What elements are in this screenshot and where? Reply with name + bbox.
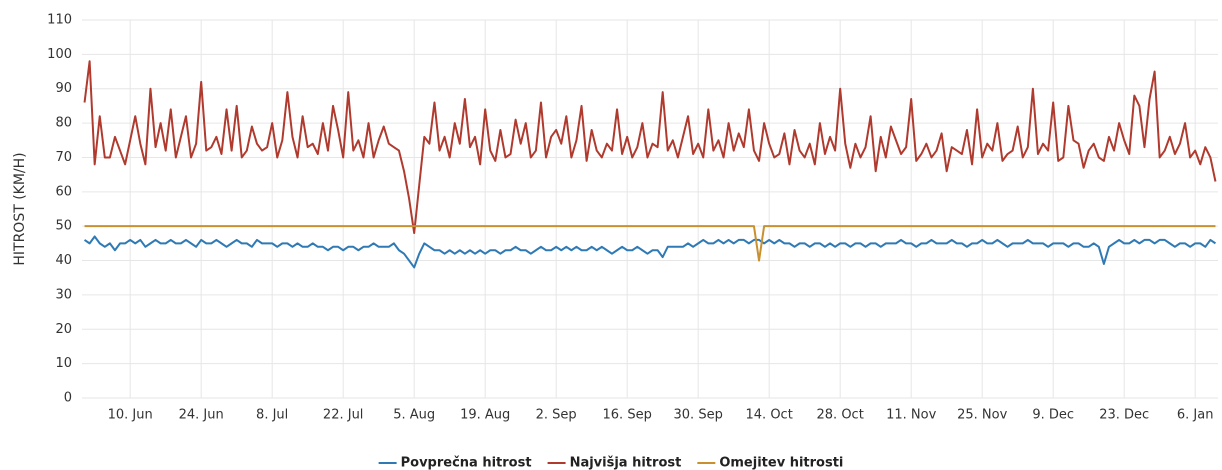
x-tick-label: 11. Nov [886,408,936,423]
x-tick-label: 2. Sep [536,408,577,423]
x-tick-label: 24. Jun [179,408,224,423]
y-tick-label: 110 [47,13,72,28]
y-tick-label: 30 [55,287,72,302]
x-tick-label: 6. Jan [1177,408,1214,423]
x-tick-label: 30. Sep [674,408,723,423]
x-tick-label: 19. Aug [460,408,510,423]
legend-label: Povprečna hitrost [401,456,532,470]
series-line [83,60,1217,235]
legend: Povprečna hitrost Najvišja hitrost Omejite… [378,456,843,470]
x-tick-label: 9. Dec [1032,408,1074,423]
x-tick-label: 5. Aug [393,408,435,423]
y-tick-label: 80 [55,116,72,131]
y-tick-label: 90 [55,81,72,96]
legend-label: Omejitev hitrosti [719,456,843,470]
x-tick-label: 23. Dec [1099,408,1149,423]
x-tick-label: 10. Jun [108,408,153,423]
legend-label: Najvišja hitrost [570,456,682,470]
x-tick-label: 16. Sep [603,408,652,423]
y-tick-label: 50 [55,219,72,234]
series-line [83,235,1217,269]
y-axis-label: HITROST (KM/H) [12,152,28,265]
x-tick-label: 14. Oct [746,408,793,423]
x-tick-label: 22. Jul [323,408,364,423]
y-tick-label: 0 [64,391,72,406]
x-tick-label: 25. Nov [957,408,1007,423]
y-tick-label: 40 [55,253,72,268]
y-tick-label: 70 [55,150,72,165]
y-tick-label: 10 [55,356,72,371]
series-line [84,225,1216,262]
y-tick-label: 100 [47,47,72,62]
y-tick-label: 20 [55,322,72,337]
x-tick-label: 28. Oct [817,408,864,423]
x-tick-label: 8. Jul [256,408,288,423]
y-tick-label: 60 [55,184,72,199]
